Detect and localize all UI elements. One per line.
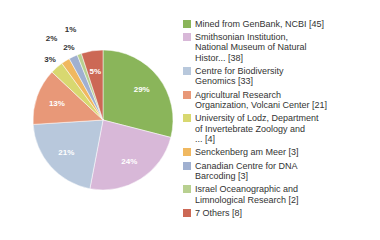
html-text:Canadian Centre for DNA Barcod: Canadian Centre for DNA Barcoding [3] <box>195 160 298 181</box>
svg-text:24%: 24% <box>121 157 137 166</box>
svg-text:29%: 29% <box>134 85 150 94</box>
html-text:Centre for Biodiversity Genomi: Centre for Biodiversity Genomics [33] <box>195 66 284 87</box>
svg-text:2%: 2% <box>63 43 75 52</box>
html-text:Israel Oceanographic and Limno: Israel Oceanographic and Limnological Re… <box>195 184 299 205</box>
html-text:7 Others [8]: 7 Others [8] <box>195 208 242 219</box>
svg-text:5%: 5% <box>90 67 102 76</box>
html-text:Smithsonian Institution, Natio: Smithsonian Institution, National Museum… <box>195 31 307 63</box>
html-text:Agricultural Research Organiza: Agricultural Research Organization, Volc… <box>195 89 328 110</box>
html-text:Senckenberg am Meer [3]: Senckenberg am Meer [3] <box>195 147 299 158</box>
svg-text:1%: 1% <box>65 25 77 34</box>
html-text:University of Lodz, Department: University of Lodz, Department of Invert… <box>195 113 319 144</box>
svg-text:2%: 2% <box>46 34 58 43</box>
svg-text:21%: 21% <box>58 148 74 157</box>
svg-text:3%: 3% <box>44 55 56 64</box>
html-text:Mined from GenBank, NCBI [45]: Mined from GenBank, NCBI [45] <box>195 18 325 29</box>
svg-text:13%: 13% <box>49 99 65 108</box>
